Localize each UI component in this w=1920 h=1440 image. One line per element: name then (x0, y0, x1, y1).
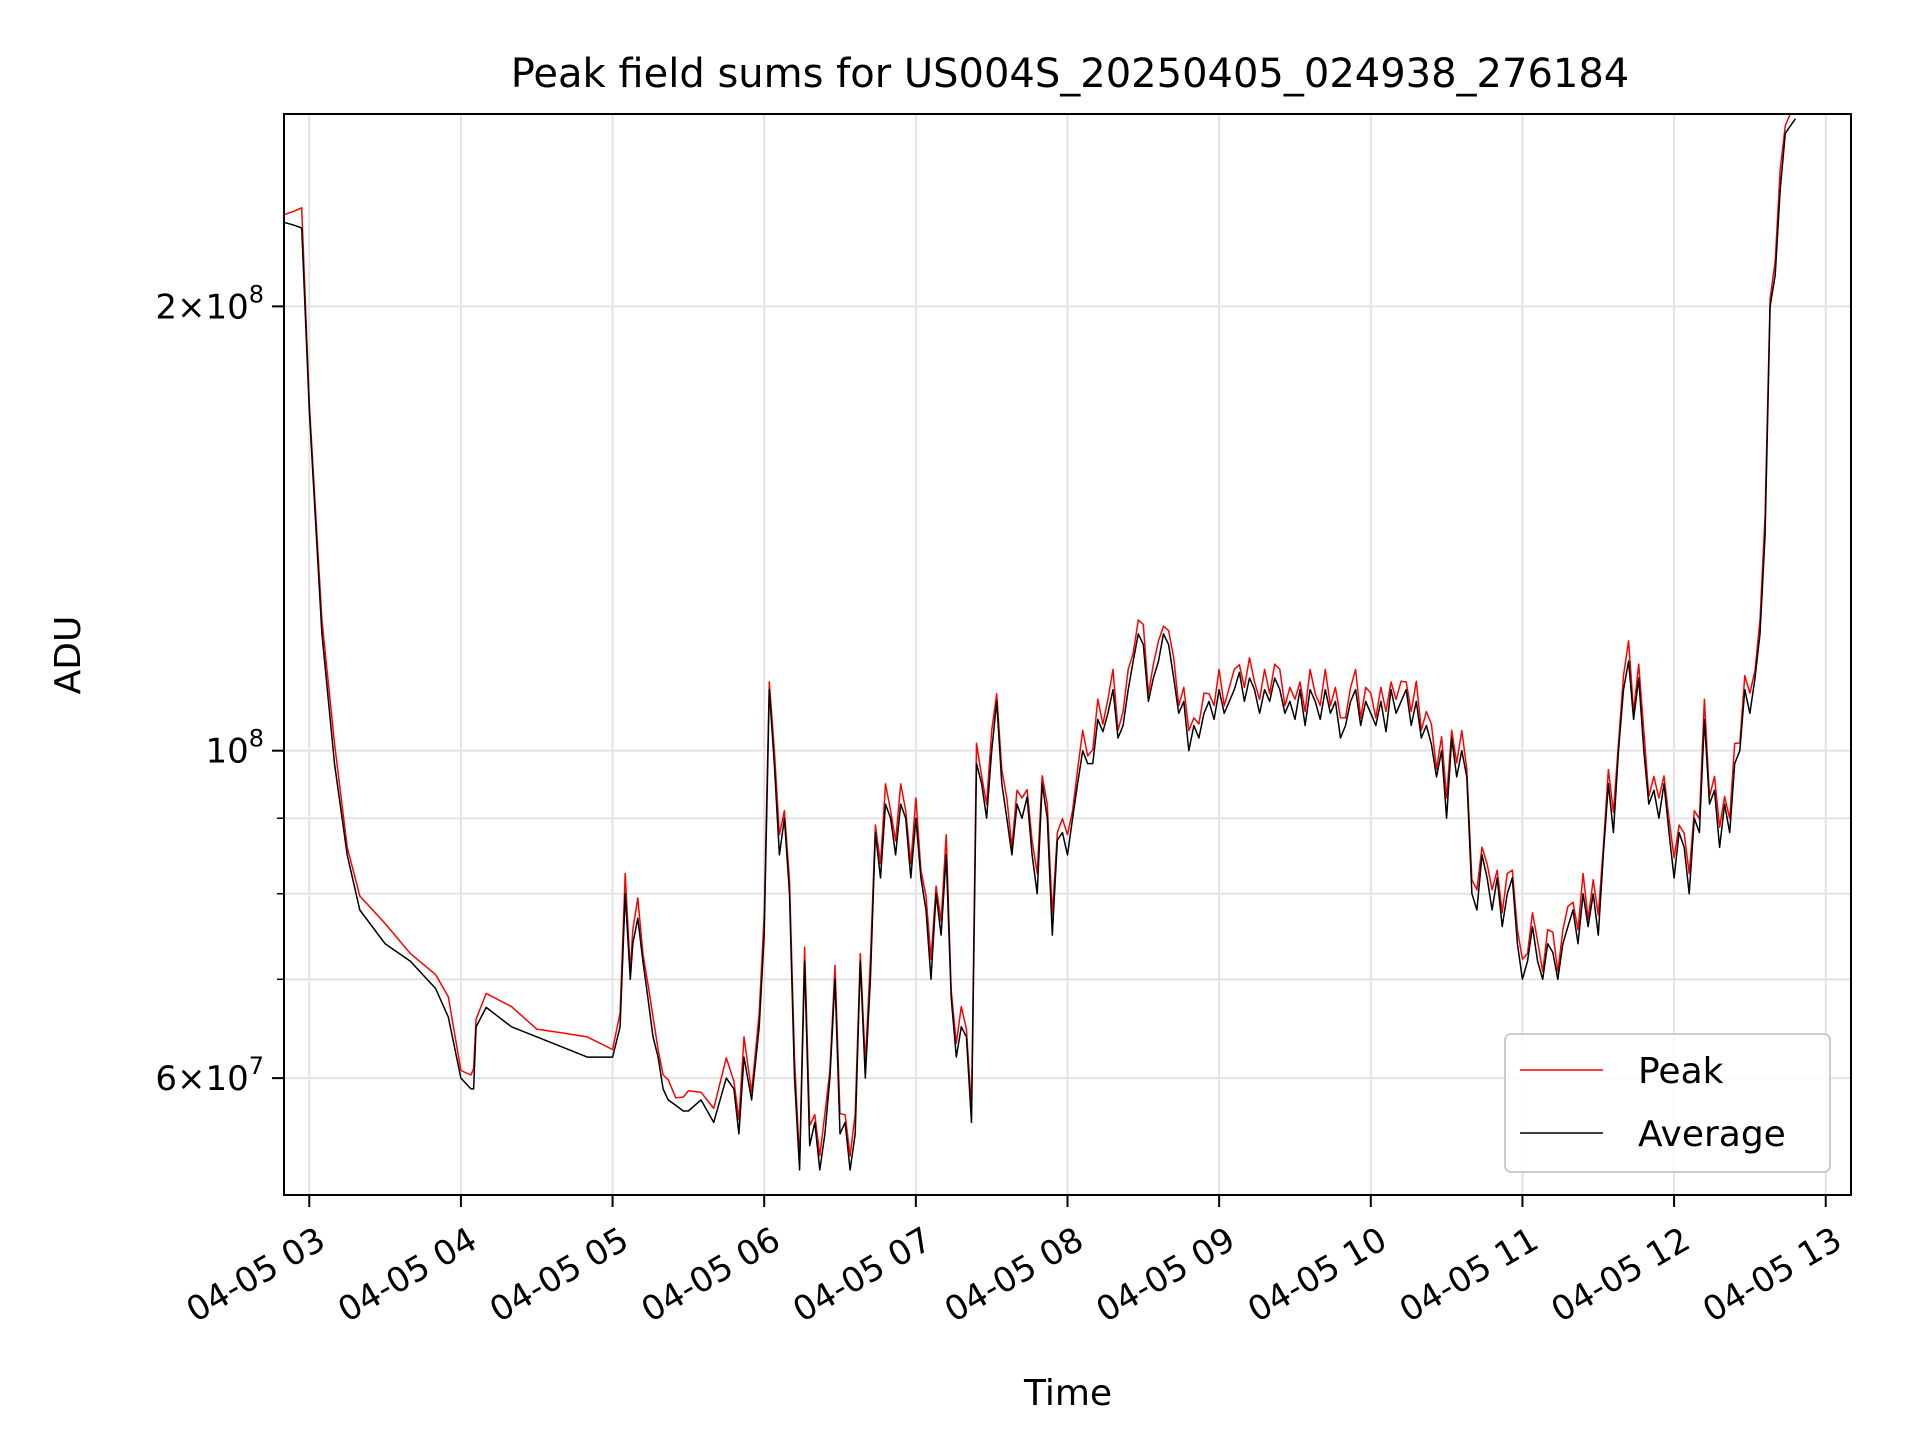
x-axis-label: Time (1023, 1373, 1112, 1414)
y-axis-label: ADU (48, 616, 89, 695)
x-tick-label: 04-05 11 (1393, 1220, 1545, 1331)
grid (284, 114, 1851, 1195)
x-tick-label: 04-05 09 (1090, 1220, 1242, 1331)
x-tick-label: 04-05 07 (786, 1220, 938, 1331)
x-tick-label: 04-05 03 (180, 1220, 332, 1331)
x-axis: 04-05 03 04-05 04 04-05 05 04-05 06 04-05 07… (180, 1195, 1849, 1331)
x-tick-label: 04-05 10 (1241, 1220, 1393, 1331)
chart-title: Peak field sums for US004S_20250405_0249… (511, 51, 1630, 97)
x-tick-label: 04-05 12 (1545, 1220, 1697, 1331)
x-tick-label: 04-05 08 (938, 1220, 1090, 1331)
series-line-average (284, 118, 1797, 1171)
y-tick-label: 108 (205, 725, 264, 772)
legend-label-average: Average (1638, 1114, 1786, 1155)
legend: Peak Average (1504, 1033, 1831, 1173)
x-tick-label: 04-05 06 (635, 1220, 787, 1331)
y-tick-label: 6×107 (155, 1052, 264, 1099)
y-tick-label: 2×108 (155, 280, 264, 327)
legend-label-peak: Peak (1638, 1051, 1724, 1092)
series-line-peak (284, 114, 1796, 1163)
series-lines (284, 114, 1797, 1171)
legend-box (1504, 1033, 1831, 1173)
y-axis: 6×107 108 2×108 (155, 280, 284, 1099)
x-tick-label: 04-05 13 (1696, 1220, 1848, 1331)
x-tick-label: 04-05 04 (331, 1220, 483, 1331)
x-tick-label: 04-05 05 (483, 1220, 635, 1331)
